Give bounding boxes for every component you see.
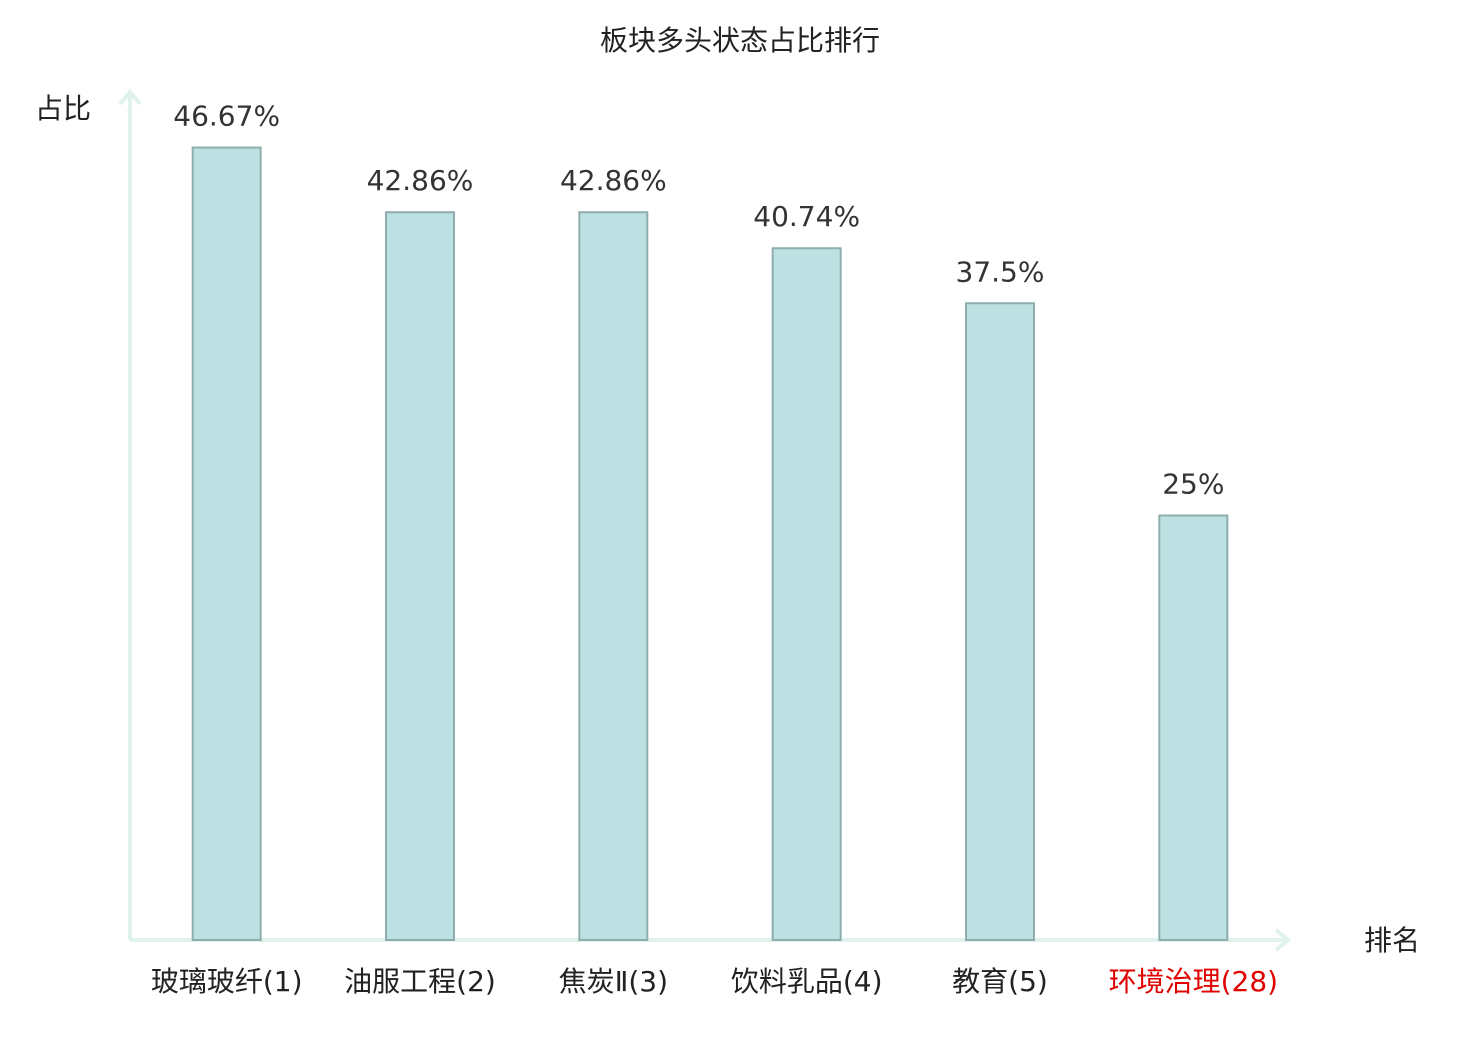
x-tick-label: 环境治理(28): [1109, 965, 1278, 998]
bar: [385, 211, 455, 942]
bar: [1158, 514, 1229, 941]
value-label: 40.74%: [753, 200, 860, 233]
bar: [965, 302, 1035, 941]
x-tick-label: 焦炭Ⅱ(3): [559, 965, 668, 998]
x-tick-label: 玻璃玻纤(1): [151, 965, 303, 998]
y-axis-arrow: [118, 88, 142, 106]
x-axis-arrow: [1274, 928, 1292, 952]
y-axis-label: 占比: [35, 92, 91, 125]
value-label: 42.86%: [560, 164, 667, 197]
axes: [118, 88, 1292, 952]
value-label: 37.5%: [956, 255, 1045, 288]
x-tick-label: 饮料乳品(4): [731, 965, 883, 998]
chart-title: 板块多头状态占比排行: [600, 24, 880, 57]
bar: [771, 247, 842, 941]
bar: [191, 146, 262, 941]
x-tick-label: 油服工程(2): [344, 965, 496, 998]
x-axis-label: 排名: [1364, 924, 1420, 957]
value-label: 42.86%: [367, 164, 474, 197]
value-label: 46.67%: [173, 100, 280, 133]
bar: [578, 211, 649, 942]
value-label: 25%: [1162, 468, 1224, 501]
x-tick-label: 教育(5): [952, 965, 1048, 998]
